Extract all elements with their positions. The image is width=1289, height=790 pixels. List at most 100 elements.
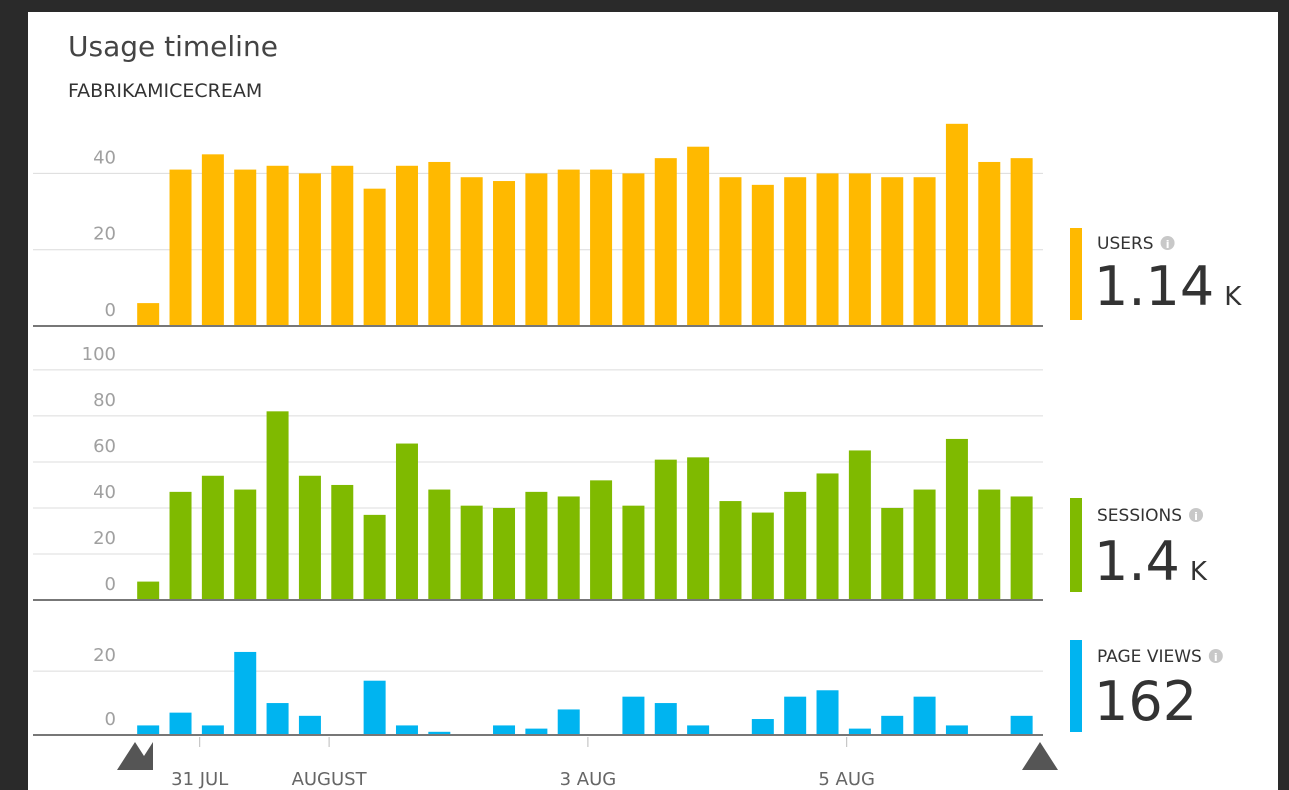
metric-label: PAGE VIEWS <box>1097 647 1202 667</box>
bar <box>234 489 257 600</box>
metric-total-unit: K <box>1190 557 1208 587</box>
title: Usage timeline <box>68 30 278 63</box>
info-icon-glyph: i <box>1194 510 1198 523</box>
bar <box>201 154 224 326</box>
bar <box>913 177 936 326</box>
y-tick-label: 40 <box>93 482 116 503</box>
x-tick-label: 3 AUG <box>560 769 617 790</box>
bar <box>493 725 516 735</box>
y-tick-label: 20 <box>93 528 116 549</box>
bar <box>751 184 774 326</box>
bar <box>460 505 483 600</box>
bar <box>331 484 354 600</box>
bar <box>1010 158 1033 326</box>
bar <box>169 712 192 735</box>
bar <box>816 473 839 600</box>
y-tick-label: 0 <box>105 300 116 321</box>
bar <box>201 475 224 600</box>
y-tick-label: 80 <box>93 390 116 411</box>
bar <box>654 703 677 735</box>
info-icon <box>1208 649 1223 663</box>
bar <box>266 411 289 600</box>
y-tick-label: 0 <box>105 709 116 730</box>
bar <box>460 177 483 326</box>
metric-label: SESSIONS <box>1097 506 1182 526</box>
bar <box>234 169 257 326</box>
metric-total-value: 1.4 <box>1094 530 1180 593</box>
bar <box>137 581 160 600</box>
bar <box>234 651 257 735</box>
bar <box>557 169 580 326</box>
bar <box>201 725 224 735</box>
bar <box>687 146 710 326</box>
bar <box>881 177 904 326</box>
bar <box>169 169 192 326</box>
metric-total: 1.4 K <box>1094 530 1208 593</box>
bar <box>525 491 548 600</box>
bar <box>428 161 451 326</box>
info-icon <box>1189 508 1204 522</box>
bar <box>266 165 289 326</box>
bar <box>881 715 904 735</box>
bar <box>719 177 742 326</box>
bar <box>590 480 613 600</box>
bar <box>719 501 742 600</box>
y-tick-label: 60 <box>93 436 116 457</box>
bar <box>687 725 710 735</box>
legend-swatch <box>1070 228 1082 320</box>
y-tick-label: 100 <box>82 344 116 365</box>
bar <box>395 443 418 600</box>
info-icon-glyph: i <box>1214 651 1218 664</box>
bar <box>557 496 580 600</box>
bar <box>848 450 871 600</box>
metric-total: 162 <box>1094 670 1197 733</box>
bar <box>945 725 968 735</box>
bar <box>945 123 968 326</box>
y-tick-label: 20 <box>93 224 116 245</box>
bar <box>913 489 936 600</box>
legend-swatch <box>1070 498 1082 592</box>
bar <box>428 731 451 735</box>
bar <box>622 696 645 735</box>
metric-total: 1.14 K <box>1094 255 1242 318</box>
bar <box>525 728 548 735</box>
bar <box>298 173 321 326</box>
bar <box>751 512 774 600</box>
bar <box>784 177 807 326</box>
bar <box>137 725 160 735</box>
bar <box>266 703 289 735</box>
bar <box>298 475 321 600</box>
bar <box>298 715 321 735</box>
bar <box>363 188 386 326</box>
bar <box>622 173 645 326</box>
bar <box>848 728 871 735</box>
info-icon <box>1160 236 1175 250</box>
bar <box>428 489 451 600</box>
bar <box>525 173 548 326</box>
range-handle-right[interactable] <box>1022 742 1058 770</box>
bar <box>1010 715 1033 735</box>
bar <box>331 165 354 326</box>
range-handle-left[interactable] <box>117 742 153 770</box>
bar <box>395 725 418 735</box>
bar <box>395 165 418 326</box>
bar <box>363 514 386 600</box>
bar <box>687 457 710 600</box>
legend-swatch <box>1070 640 1082 732</box>
bar <box>590 169 613 326</box>
y-tick-label: 0 <box>105 574 116 595</box>
bar <box>784 491 807 600</box>
x-tick-label: AUGUST <box>292 769 368 790</box>
bar <box>137 303 160 326</box>
bar <box>816 690 839 735</box>
bar <box>848 173 871 326</box>
x-tick-label: 5 AUG <box>818 769 875 790</box>
bar <box>622 505 645 600</box>
x-tick-label: 31 JUL <box>171 769 228 790</box>
y-tick-label: 20 <box>93 645 116 666</box>
bar <box>816 173 839 326</box>
bar <box>978 161 1001 326</box>
bar <box>493 507 516 600</box>
metric-total-value: 1.14 <box>1094 255 1214 318</box>
